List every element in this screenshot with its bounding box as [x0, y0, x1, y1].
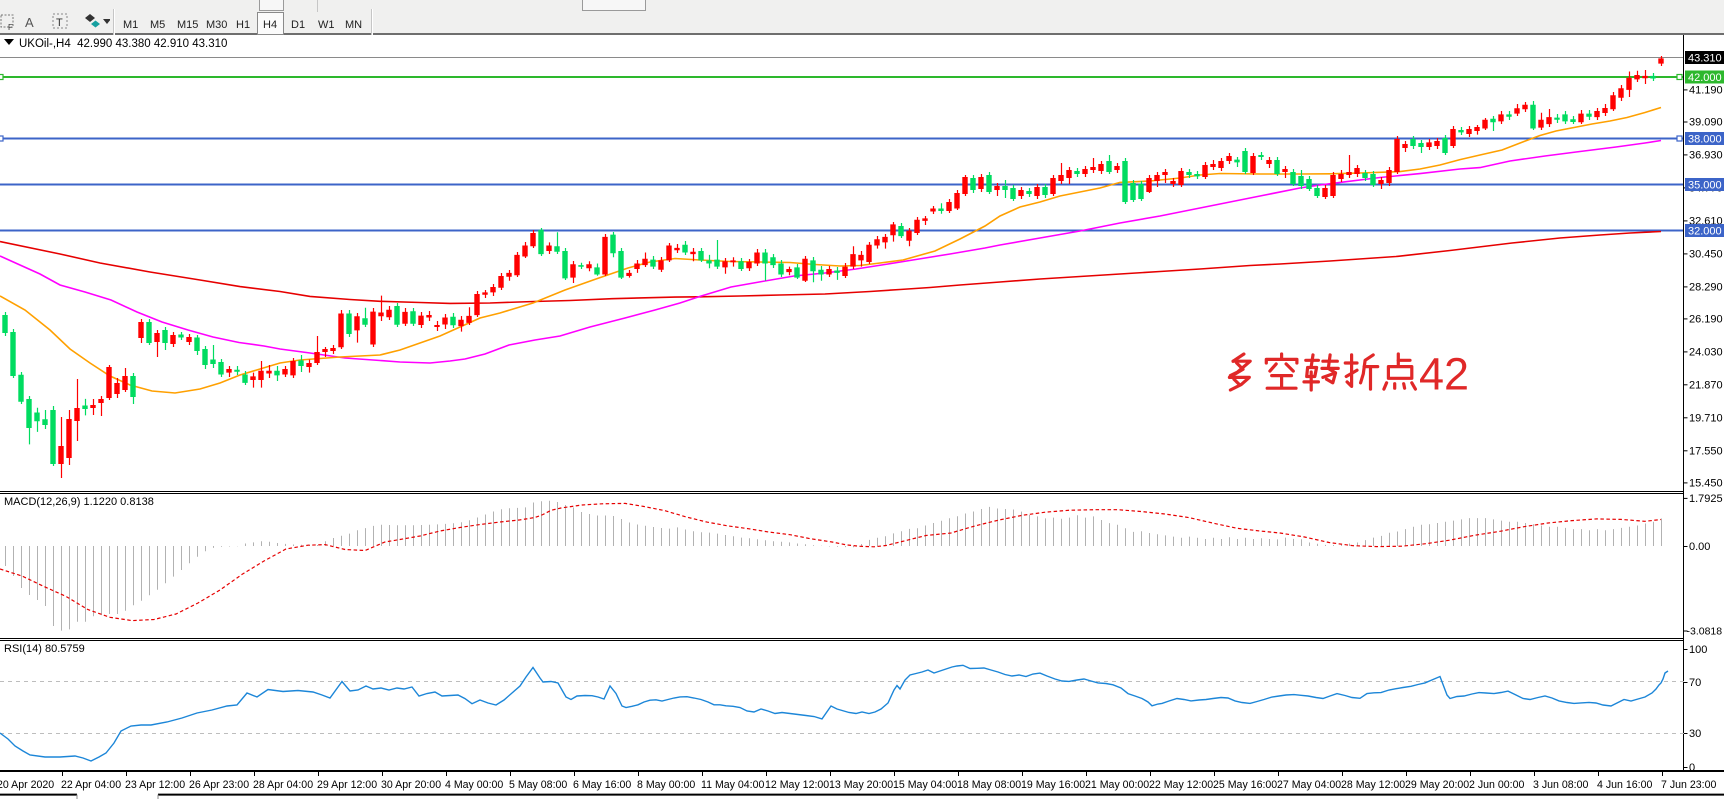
svg-text:21 May 00:00: 21 May 00:00 — [1085, 779, 1149, 791]
svg-text:F: F — [8, 23, 13, 32]
svg-text:38.000: 38.000 — [1688, 134, 1722, 146]
svg-text:0.00: 0.00 — [1689, 541, 1710, 553]
svg-text:RSI(14) 80.5759: RSI(14) 80.5759 — [4, 643, 85, 655]
svg-text:28.290: 28.290 — [1689, 281, 1723, 293]
svg-text:100: 100 — [1689, 644, 1707, 656]
svg-text:23 Apr 12:00: 23 Apr 12:00 — [125, 779, 185, 791]
svg-text:21.870: 21.870 — [1689, 379, 1723, 391]
svg-text:20 Apr 2020: 20 Apr 2020 — [0, 779, 54, 791]
svg-text:28 Apr 04:00: 28 Apr 04:00 — [253, 779, 313, 791]
svg-text:43.310: 43.310 — [1688, 53, 1722, 65]
svg-text:39.090: 39.090 — [1689, 117, 1723, 129]
svg-text:15 May 04:00: 15 May 04:00 — [893, 779, 957, 791]
svg-text:24.030: 24.030 — [1689, 346, 1723, 358]
svg-text:4 May 00:00: 4 May 00:00 — [445, 779, 503, 791]
svg-text:4 Jun 16:00: 4 Jun 16:00 — [1597, 779, 1652, 791]
svg-text:13 May 20:00: 13 May 20:00 — [829, 779, 893, 791]
svg-text:15.450: 15.450 — [1689, 477, 1723, 489]
svg-text:42.000: 42.000 — [1688, 72, 1722, 84]
svg-text:41.190: 41.190 — [1689, 84, 1723, 96]
svg-text:7 Jun 23:00: 7 Jun 23:00 — [1661, 779, 1716, 791]
svg-text:19.710: 19.710 — [1689, 412, 1723, 424]
svg-text:32.000: 32.000 — [1688, 226, 1722, 238]
svg-text:26 Apr 23:00: 26 Apr 23:00 — [189, 779, 249, 791]
svg-text:22 Apr 04:00: 22 Apr 04:00 — [61, 779, 121, 791]
svg-text:30.450: 30.450 — [1689, 248, 1723, 260]
svg-text:17.550: 17.550 — [1689, 445, 1723, 457]
svg-text:T: T — [56, 17, 63, 29]
svg-text:2 Jun 00:00: 2 Jun 00:00 — [1469, 779, 1524, 791]
svg-text:27 May 04:00: 27 May 04:00 — [1277, 779, 1341, 791]
svg-text:UKOil-,H4 42.990 43.380 42.91: UKOil-,H4 42.990 43.380 42.910 43.310 — [19, 38, 227, 50]
svg-text:42: 42 — [1419, 349, 1469, 400]
svg-text:18 May 08:00: 18 May 08:00 — [957, 779, 1021, 791]
svg-text:1.7925: 1.7925 — [1689, 493, 1723, 505]
svg-text:70: 70 — [1689, 677, 1701, 689]
svg-text:29 May 20:00: 29 May 20:00 — [1405, 779, 1469, 791]
svg-text:30 Apr 20:00: 30 Apr 20:00 — [381, 779, 441, 791]
svg-text:30: 30 — [1689, 728, 1701, 740]
svg-text:A: A — [25, 15, 34, 30]
svg-text:28 May 12:00: 28 May 12:00 — [1341, 779, 1405, 791]
svg-text:35.000: 35.000 — [1688, 180, 1722, 192]
svg-text:12 May 12:00: 12 May 12:00 — [765, 779, 829, 791]
svg-text:25 May 16:00: 25 May 16:00 — [1213, 779, 1277, 791]
svg-text:MACD(12,26,9) 1.1220 0.8138: MACD(12,26,9) 1.1220 0.8138 — [4, 496, 154, 508]
svg-text:26.190: 26.190 — [1689, 313, 1723, 325]
svg-text:6 May 16:00: 6 May 16:00 — [573, 779, 631, 791]
svg-text:29 Apr 12:00: 29 Apr 12:00 — [317, 779, 377, 791]
svg-text:3 Jun 08:00: 3 Jun 08:00 — [1533, 779, 1588, 791]
svg-text:22 May 12:00: 22 May 12:00 — [1149, 779, 1213, 791]
svg-text:11 May 04:00: 11 May 04:00 — [701, 779, 765, 791]
svg-text:-3.0818: -3.0818 — [1687, 626, 1723, 638]
svg-text:8 May 00:00: 8 May 00:00 — [637, 779, 695, 791]
svg-text:19 May 16:00: 19 May 16:00 — [1021, 779, 1085, 791]
svg-text:5 May 08:00: 5 May 08:00 — [509, 779, 567, 791]
svg-text:0: 0 — [1689, 762, 1695, 774]
svg-text:36.930: 36.930 — [1689, 149, 1723, 161]
